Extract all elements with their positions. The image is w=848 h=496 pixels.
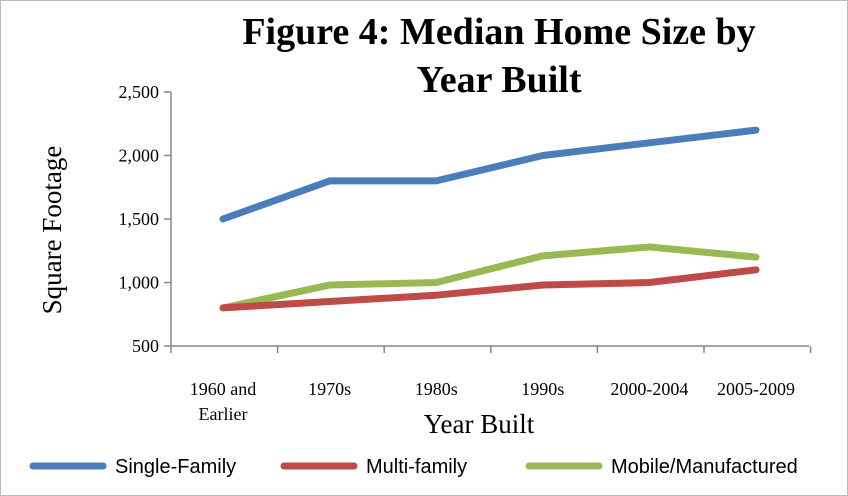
x-axis-title: Year Built: [424, 409, 535, 439]
legend-label: Single-Family: [115, 456, 236, 478]
y-tick-label: 2,000: [119, 146, 160, 166]
series-line-mobile-manufactured: [219, 243, 760, 312]
y-tick-label: 1,000: [119, 273, 160, 293]
y-axis: 500 1,000 1,500 2,000 2,500: [119, 82, 172, 356]
x-tick-label: 1960 and: [190, 379, 257, 399]
legend-label: Mobile/Manufactured: [611, 456, 798, 478]
x-tick-label: Earlier: [199, 404, 248, 424]
y-tick-label: 1,500: [119, 209, 160, 229]
series-line-single-family: [219, 126, 760, 223]
x-tick-label: 1980s: [415, 379, 458, 399]
legend-label: Multi-family: [366, 456, 467, 478]
x-tick-label: 1970s: [308, 379, 351, 399]
x-axis: 1960 and Earlier 1970s 1980s 1990s 2000-2004 2…: [170, 345, 812, 424]
series-lines: [219, 126, 760, 312]
x-tick-label: 2000-2004: [610, 379, 688, 399]
chart-title-line: Year Built: [416, 59, 581, 101]
legend: Single-Family Multi-family Mobile/Manufact…: [29, 456, 798, 478]
y-tick-label: 2,500: [119, 82, 160, 102]
y-axis-title: Square Footage: [37, 146, 67, 315]
y-tick-label: 500: [132, 336, 159, 356]
chart-title: Figure 4: Median Home Size by Year Built: [242, 11, 755, 101]
chart-title-line: Figure 4: Median Home Size by: [242, 11, 755, 53]
x-tick-label: 2005-2009: [717, 379, 795, 399]
x-tick-label: 1990s: [521, 379, 564, 399]
series-line-multi-family: [219, 266, 760, 312]
